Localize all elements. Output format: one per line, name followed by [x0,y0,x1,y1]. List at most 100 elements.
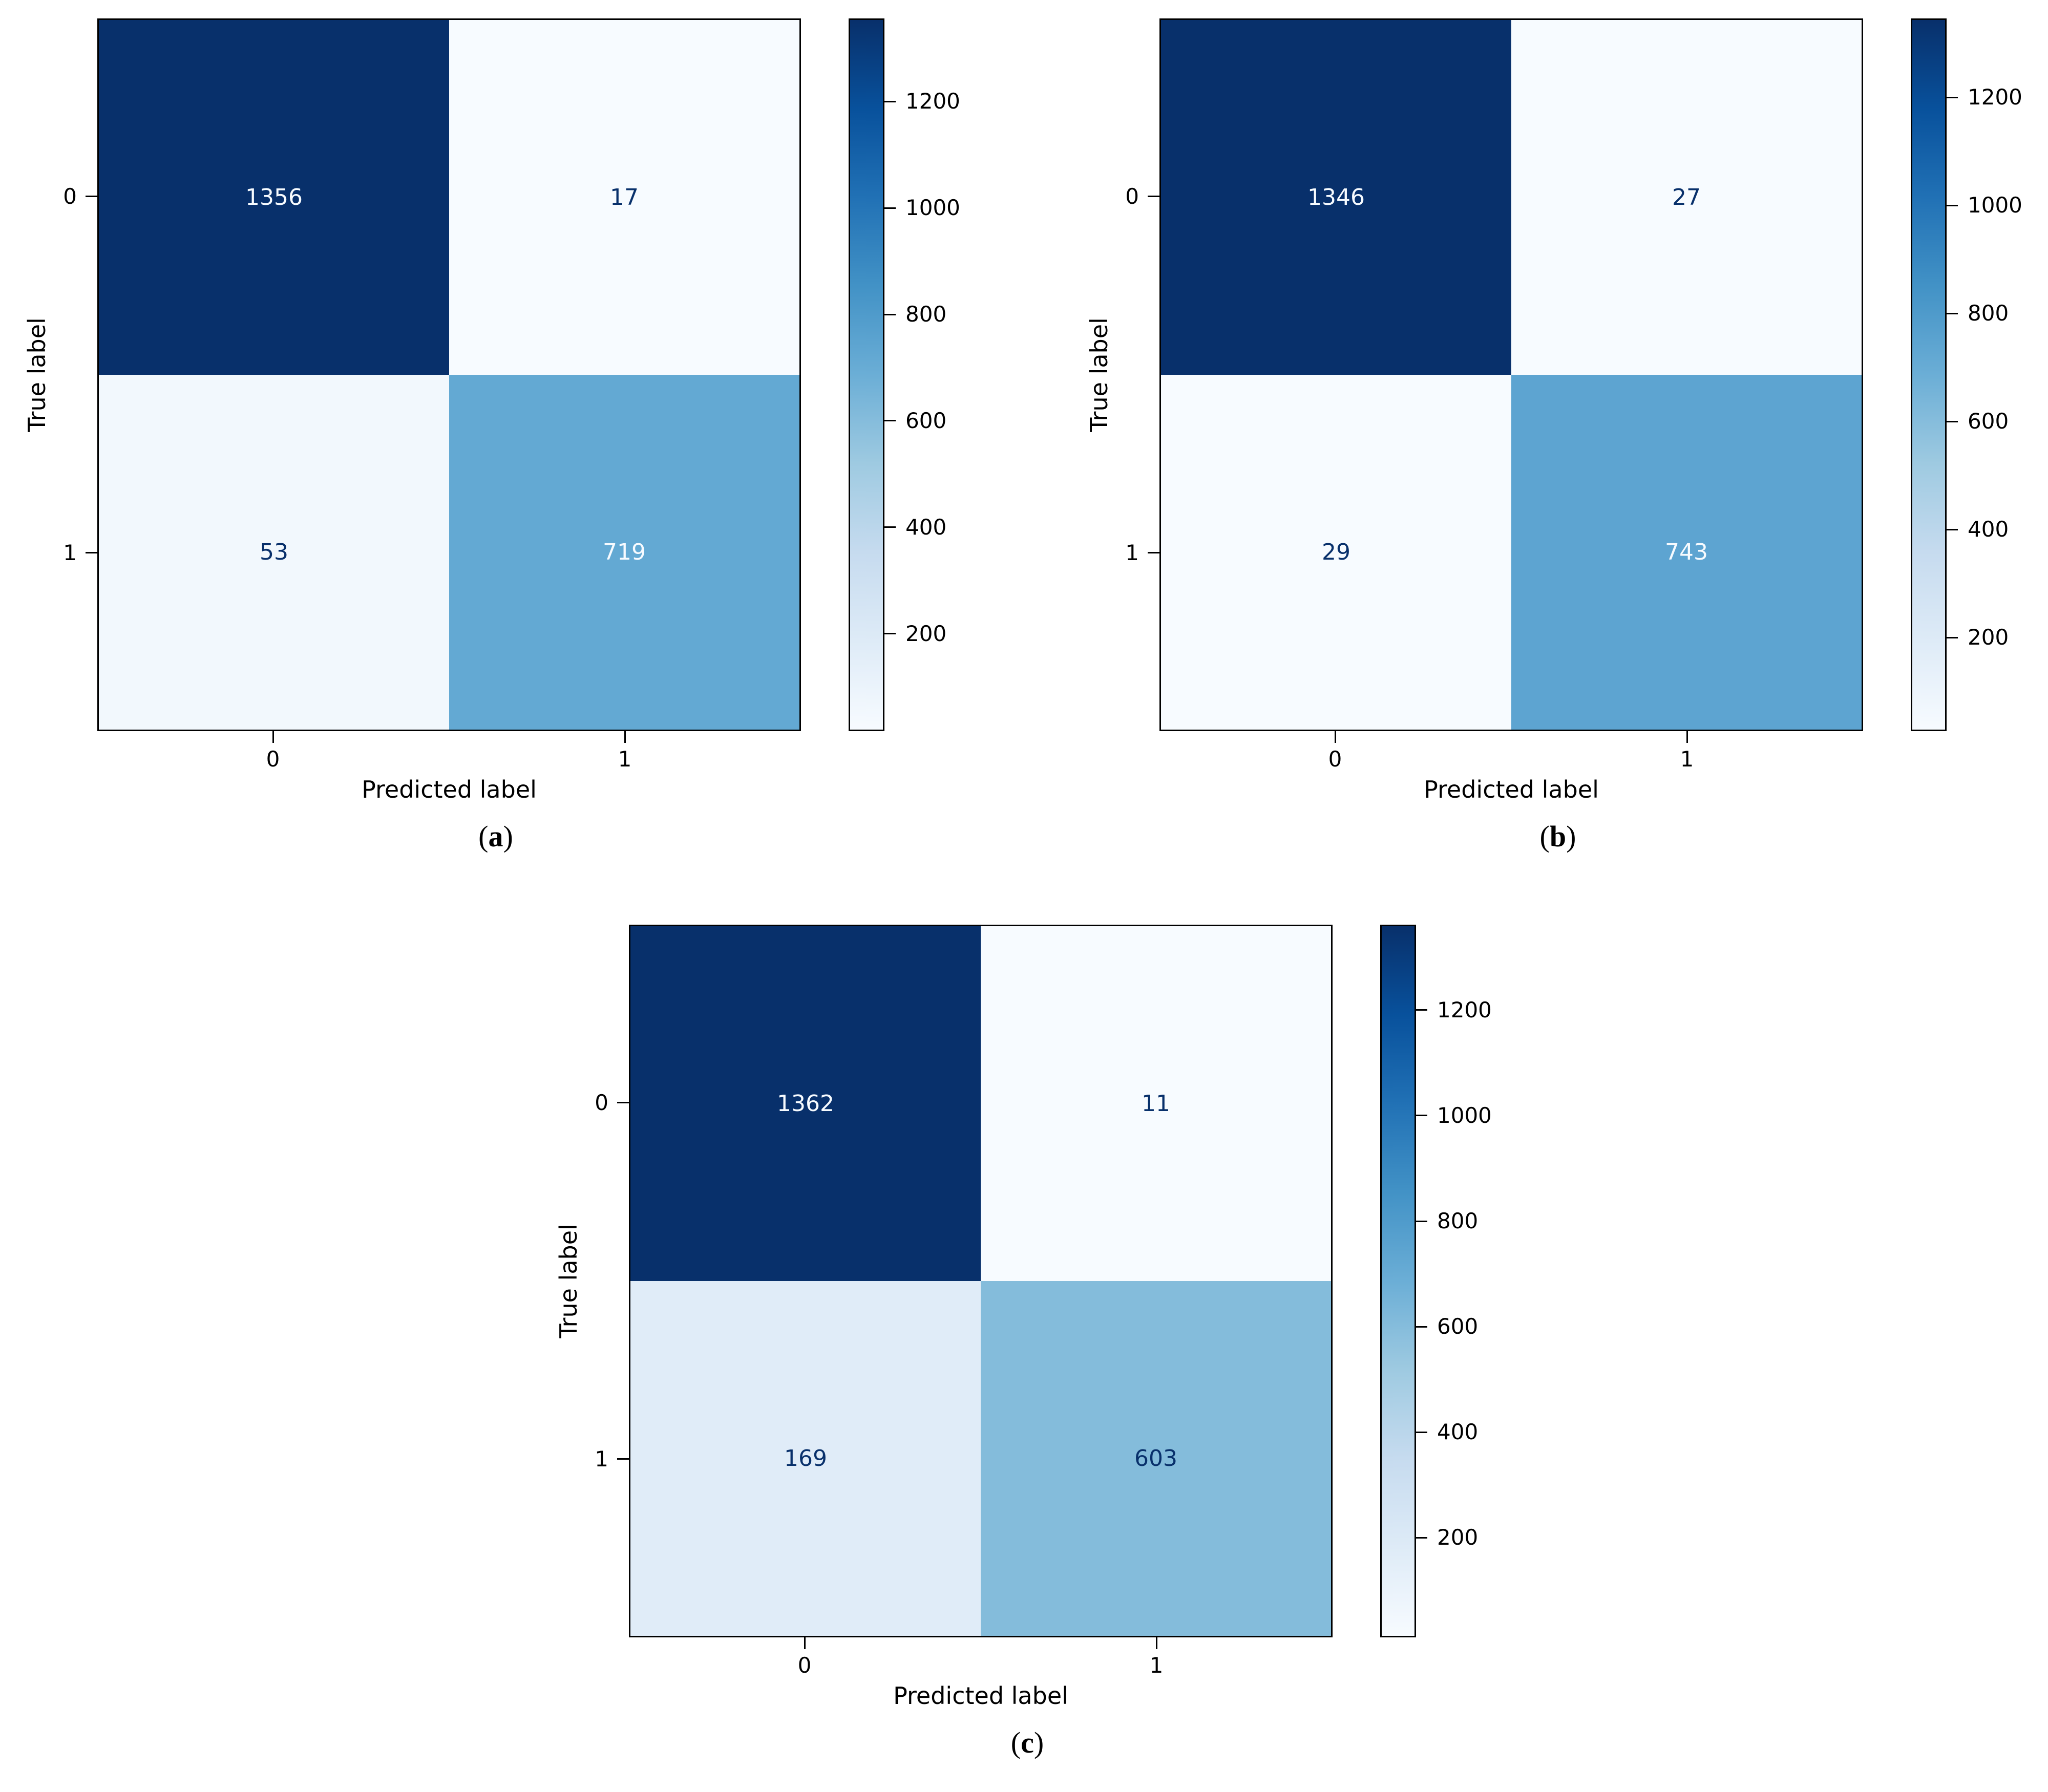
matrix-cell-r0c0: 1356 [99,20,449,375]
matrix-cell-r1c1: 743 [1511,375,1862,730]
y-tick-label-1: 1 [63,540,77,565]
cell-value: 1346 [1307,184,1365,210]
x-tick-mark-0 [804,1637,806,1649]
subfigure-caption-c: (c) [1011,1725,1044,1760]
x-axis-label: Predicted label [362,776,537,803]
confusion-matrix-panel-b: True label 1346 27 29 743 0 1 0 1 Predic… [1062,0,2048,886]
colorbar-tick-label: 600 [1437,1314,1479,1339]
y-tick-mark-1 [86,552,98,553]
colorbar-tick-mark [1416,1326,1427,1328]
x-tick-label-1: 1 [1149,1653,1164,1678]
caption-letter: c [1021,1726,1034,1759]
cell-value: 29 [1322,539,1350,565]
x-tick-mark-0 [272,731,274,743]
colorbar-tick-mark [1416,1537,1427,1539]
colorbar-tick-label: 200 [1437,1525,1479,1550]
heatmap-plot: 1362 11 169 603 [629,925,1333,1637]
colorbar-tick-mark [884,420,896,422]
colorbar-tick-mark [884,526,896,528]
y-tick-mark-0 [617,1102,629,1103]
colorbar-tick-label: 1200 [1437,997,1492,1022]
colorbar [1380,925,1416,1637]
matrix-cell-r0c0: 1346 [1161,20,1511,375]
cell-value: 719 [603,539,646,565]
caption-paren: ( [1010,1726,1021,1759]
cell-value: 1362 [777,1091,834,1117]
caption-paren: ) [503,820,513,853]
colorbar-tick-mark [884,207,896,209]
confusion-matrix-panel-a: True label 1356 17 53 719 0 1 0 1 Predic… [0,0,1024,886]
x-tick-label-1: 1 [1680,746,1694,772]
cell-value: 1356 [245,184,303,210]
x-tick-mark-1 [1686,731,1688,743]
cell-value: 603 [1134,1445,1177,1471]
matrix-cell-r0c1: 11 [981,926,1331,1281]
cell-value: 11 [1142,1091,1170,1117]
colorbar-tick-label: 600 [905,408,947,433]
matrix-cell-r0c1: 27 [1511,20,1862,375]
colorbar [1911,18,1947,731]
colorbar-tick-mark [1947,312,1958,314]
colorbar-tick-label: 1000 [905,195,960,221]
matrix-cell-r1c1: 603 [981,1281,1331,1636]
colorbar-tick-label: 400 [1437,1419,1479,1445]
colorbar-tick-label: 800 [905,302,947,327]
caption-paren: ( [1539,820,1550,853]
cell-value: 17 [610,184,639,210]
cell-value: 743 [1665,539,1708,565]
cell-value: 169 [784,1445,827,1471]
matrix-cell-r1c1: 719 [449,375,799,730]
y-tick-mark-1 [617,1458,629,1460]
caption-paren: ) [1033,1726,1044,1759]
x-tick-mark-0 [1335,731,1336,743]
y-tick-label-1: 1 [1125,540,1139,565]
matrix-cell-r0c1: 17 [449,20,799,375]
cell-value: 27 [1672,184,1701,210]
colorbar-tick-label: 400 [1968,517,2009,542]
colorbar-tick-mark [1416,1009,1427,1011]
caption-letter: a [488,820,503,853]
y-tick-label-0: 0 [1125,184,1139,209]
colorbar-tick-label: 1200 [905,89,960,114]
y-tick-mark-0 [1148,196,1160,197]
y-tick-label-1: 1 [595,1446,608,1471]
colorbar-tick-label: 800 [1437,1208,1479,1234]
colorbar-tick-mark [1416,1431,1427,1433]
x-tick-label-0: 0 [797,1653,812,1678]
cell-value: 53 [260,539,288,565]
matrix-cell-r1c0: 169 [630,1281,981,1636]
colorbar [849,18,884,731]
subfigure-caption-a: (a) [478,819,513,854]
y-tick-label-0: 0 [595,1090,608,1115]
subfigure-caption-b: (b) [1540,819,1576,854]
y-tick-mark-0 [86,196,98,197]
colorbar-tick-mark [1947,528,1958,530]
colorbar-tick-label: 1000 [1968,193,2022,218]
y-axis-label: True label [23,317,51,432]
x-tick-label-0: 0 [266,746,280,772]
colorbar-tick-mark [1947,636,1958,638]
confusion-matrix-panel-c: True label 1362 11 169 603 0 1 0 1 Predi… [532,906,1556,1792]
colorbar-tick-mark [1416,1115,1427,1117]
y-tick-label-0: 0 [63,184,77,209]
colorbar-tick-mark [1416,1220,1427,1222]
caption-paren: ) [1566,820,1576,853]
x-tick-mark-1 [624,731,626,743]
x-axis-label: Predicted label [893,1682,1068,1710]
matrix-cell-r1c0: 29 [1161,375,1511,730]
y-axis-label: True label [555,1224,582,1338]
colorbar-tick-label: 400 [905,514,947,540]
colorbar-tick-label: 600 [1968,409,2009,434]
x-axis-label: Predicted label [1424,776,1599,803]
y-tick-mark-1 [1148,552,1160,553]
colorbar-tick-mark [1947,204,1958,206]
matrix-cell-r1c0: 53 [99,375,449,730]
colorbar-tick-mark [884,633,896,635]
caption-letter: b [1549,820,1567,853]
colorbar-tick-mark [884,313,896,315]
colorbar-tick-label: 1000 [1437,1102,1492,1128]
colorbar-tick-label: 200 [1968,625,2009,650]
matrix-cell-r0c0: 1362 [630,926,981,1281]
colorbar-tick-mark [884,100,896,102]
colorbar-tick-mark [1947,420,1958,422]
